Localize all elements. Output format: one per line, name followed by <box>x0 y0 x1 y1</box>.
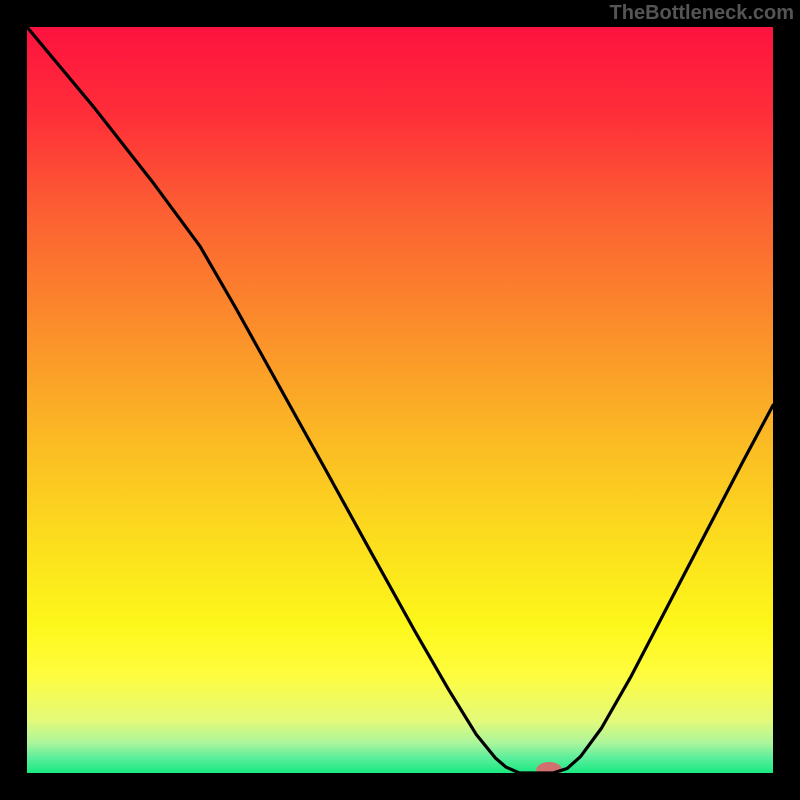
bottleneck-curve <box>27 27 773 773</box>
watermark-text: TheBottleneck.com <box>610 2 794 25</box>
chart-overlay <box>27 27 773 773</box>
chart-plot-area <box>27 27 773 773</box>
